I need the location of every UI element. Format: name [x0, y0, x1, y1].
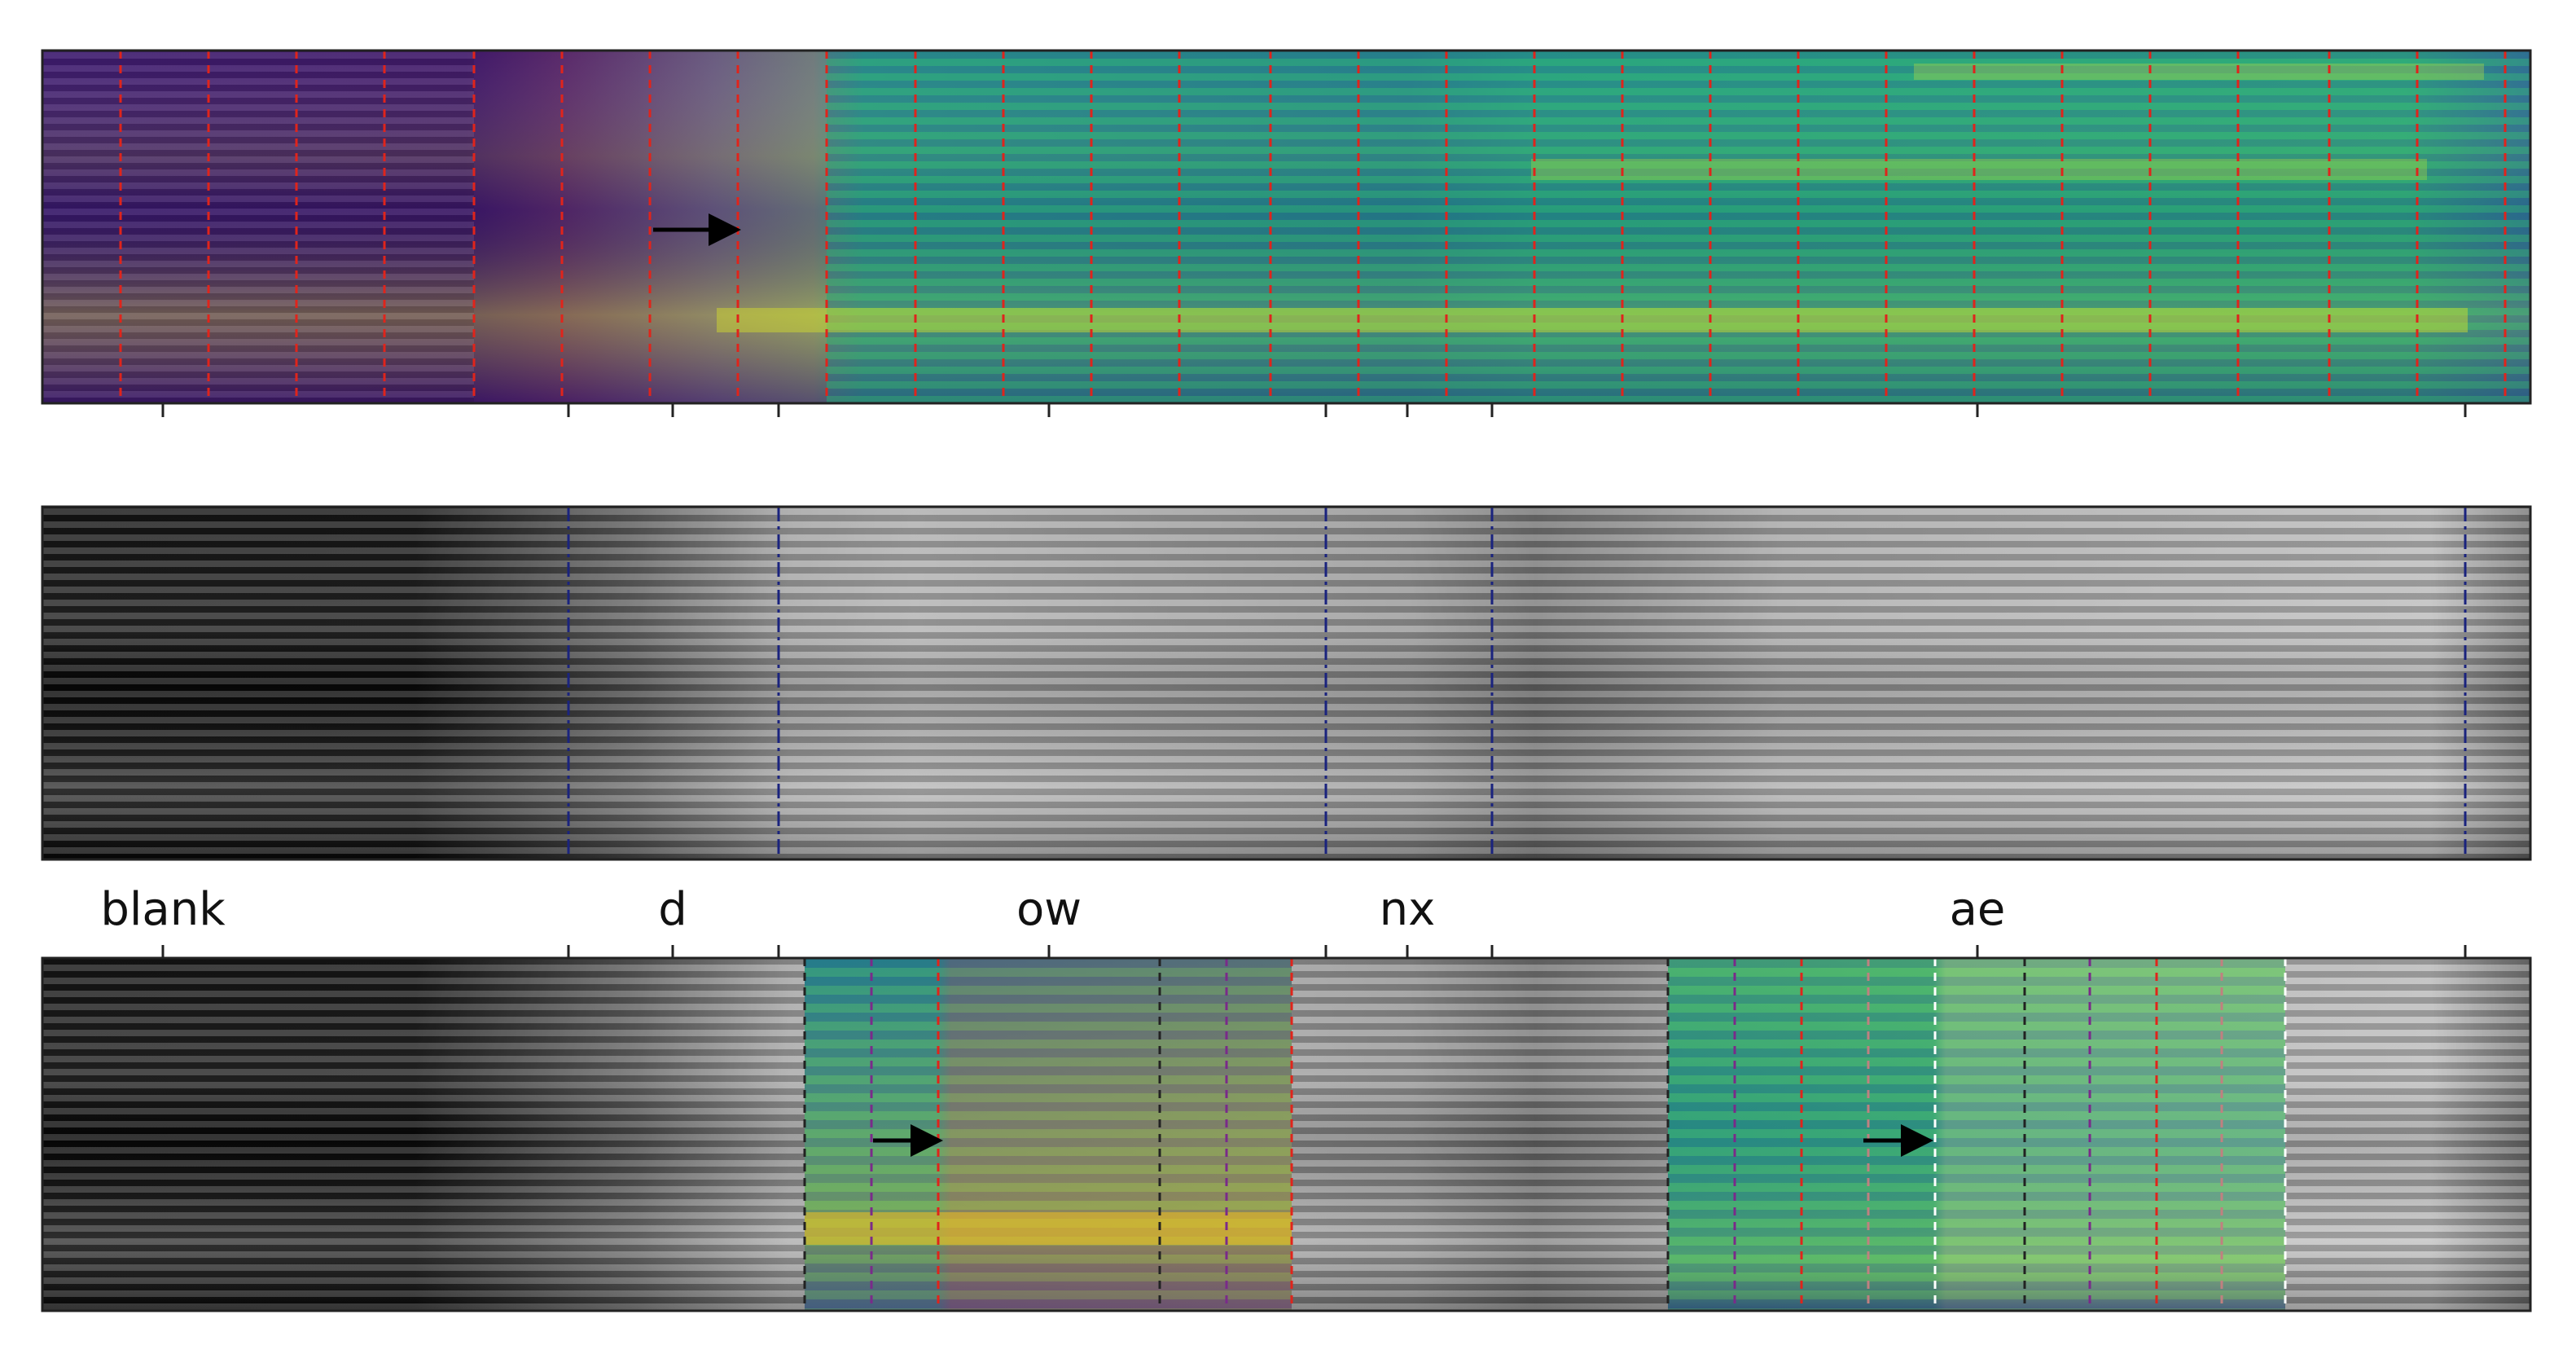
bottom-panel-ticks	[161, 945, 2467, 958]
middle-panel-border	[41, 505, 2532, 861]
ow-overlay	[805, 958, 1292, 1311]
ae-overlay	[1668, 958, 2285, 1311]
phoneme-label-ow: ow	[1016, 883, 1082, 936]
bottom-panel-border	[41, 956, 2532, 1312]
middle-panel-stripes	[42, 507, 2530, 859]
top-panel-ticks	[161, 403, 2467, 417]
ae-overlay-stripes	[1668, 958, 2285, 1311]
phoneme-label-nx: nx	[1380, 883, 1436, 936]
top-panel-dark-stripes	[42, 51, 474, 403]
bottom-panel	[41, 945, 2532, 1312]
top-panel	[41, 49, 2532, 417]
top-panel-formant-band-low	[717, 308, 2468, 332]
top-panel-formant-band-top	[1914, 64, 2484, 80]
bottom-frame-lines	[803, 958, 2287, 1311]
top-panel-border	[41, 49, 2532, 405]
phoneme-label-blank: blank	[100, 883, 226, 936]
middle-boundary-lines	[567, 507, 2467, 859]
top-panel-stripes	[827, 51, 2530, 403]
middle-panel	[41, 505, 2532, 861]
ow-overlay-stripes	[805, 958, 1292, 1311]
phoneme-label-d: d	[658, 883, 687, 936]
phoneme-label-ae: ae	[1950, 883, 2006, 936]
ow-overlay-formant	[805, 1212, 1292, 1245]
top-panel-formant-band-high	[1531, 159, 2427, 180]
phoneme-labels: blank d ow nx ae	[100, 883, 2005, 936]
